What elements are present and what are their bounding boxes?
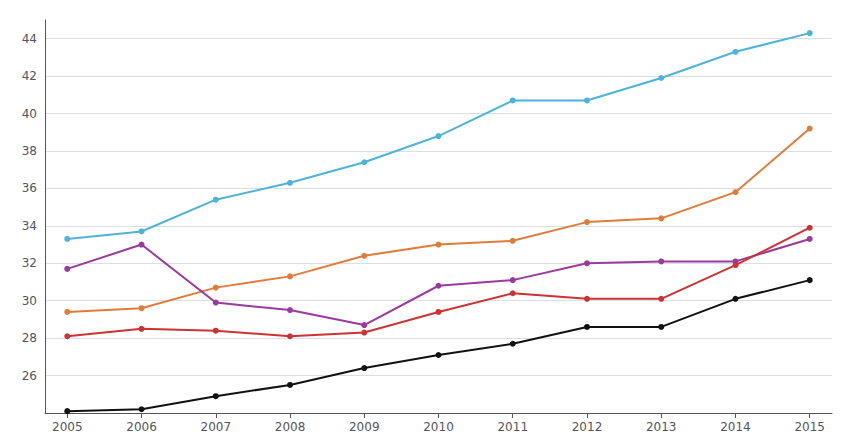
- svg-text:2010: 2010: [423, 420, 454, 434]
- svg-text:2015: 2015: [794, 420, 825, 434]
- svg-text:30: 30: [22, 294, 37, 308]
- svg-text:38: 38: [22, 144, 37, 158]
- svg-text:34: 34: [22, 219, 37, 233]
- svg-text:36: 36: [22, 181, 37, 195]
- svg-text:2007: 2007: [200, 420, 231, 434]
- svg-text:2011: 2011: [497, 420, 528, 434]
- svg-text:2012: 2012: [572, 420, 603, 434]
- svg-text:42: 42: [22, 69, 37, 83]
- svg-text:26: 26: [22, 369, 37, 383]
- svg-text:40: 40: [22, 107, 37, 121]
- svg-text:2008: 2008: [275, 420, 306, 434]
- svg-text:2005: 2005: [52, 420, 83, 434]
- svg-text:2014: 2014: [720, 420, 751, 434]
- svg-text:28: 28: [22, 331, 37, 345]
- svg-text:2009: 2009: [349, 420, 380, 434]
- svg-text:32: 32: [22, 256, 37, 270]
- svg-text:44: 44: [22, 32, 37, 46]
- svg-text:2013: 2013: [646, 420, 677, 434]
- svg-text:2006: 2006: [126, 420, 157, 434]
